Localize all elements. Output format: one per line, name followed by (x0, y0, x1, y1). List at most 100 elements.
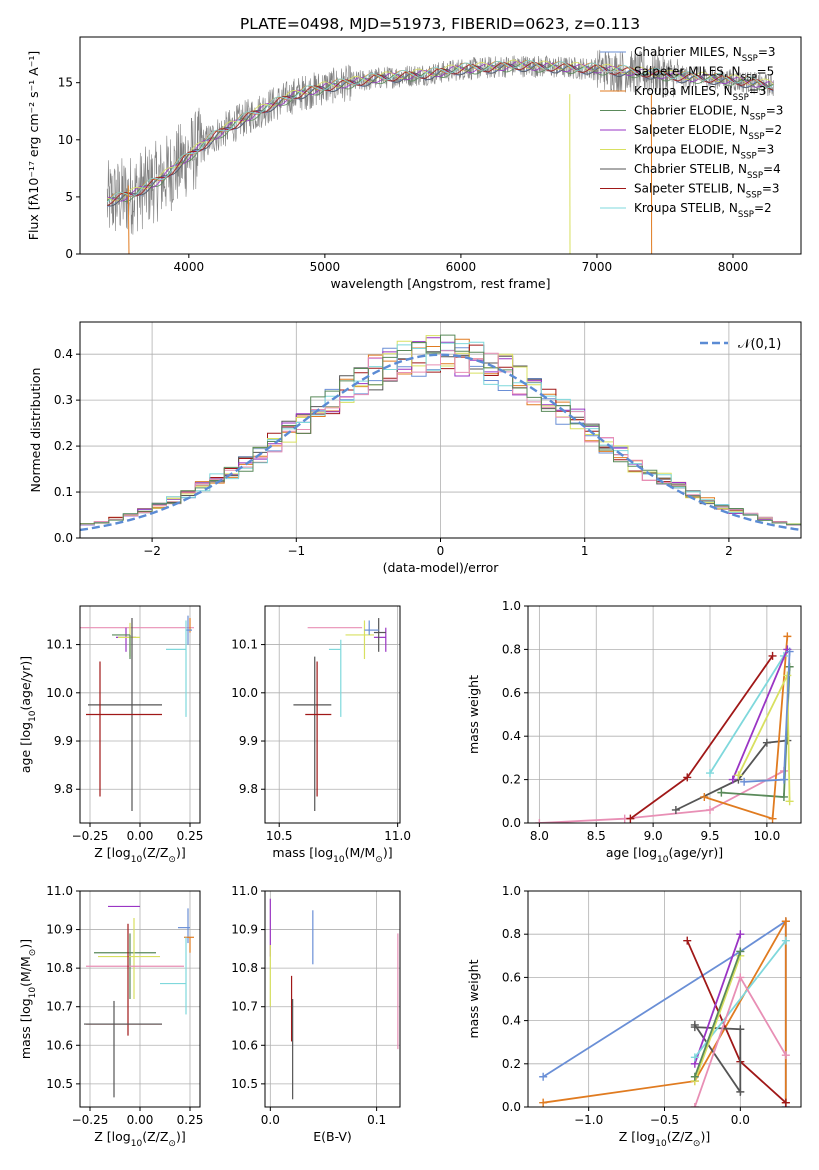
x-tick-label: −1.0 (574, 1113, 603, 1127)
mass-weight-marker (690, 1053, 699, 1062)
y-tick-label: 10.8 (231, 961, 258, 975)
x-tick-label: 0.1 (367, 1113, 386, 1127)
y-tick-label: 15 (58, 76, 73, 90)
errorbar-point (293, 656, 332, 811)
y-tick-label: 9.8 (239, 782, 258, 796)
x-axis-label: wavelength [Angstrom, rest frame] (330, 276, 550, 291)
mass-weight-marker (736, 947, 745, 956)
mass-weight-marker (706, 805, 714, 814)
mass-weight-line (693, 951, 742, 1078)
x-tick-label: 1 (581, 544, 589, 558)
panel-residuals: −2 −1 0 1 2 0.0 0.1 0.2 0.3 0.4 (data-model)/error… (28, 321, 802, 575)
x-tick-label: 0.00 (127, 1113, 154, 1127)
legend-entry: Chabrier MILES, NSSP=3 (634, 45, 776, 64)
legend-entry: 𝒩(0,1) (738, 337, 781, 352)
mass-weight-marker (539, 1098, 548, 1107)
x-tick-label: 8.5 (587, 829, 606, 843)
legend-entry: Salpeter MILES, NSSP=5 (634, 65, 774, 84)
panel-spectrum: 4000 5000 6000 7000 8000 0 5 10 15 wavelength [An… (26, 36, 802, 291)
panel-mass-vs-EBV: 0.0 0.1 10.5 10.6 10.7 10.8 10.9 11.0 E(B-V) (231, 884, 401, 1144)
x-axis-label: age [log10(age/yr)] (606, 845, 723, 865)
legend-entry: Salpeter STELIB, NSSP=3 (634, 182, 780, 201)
plot-area (535, 632, 794, 823)
plot-area (539, 917, 790, 1107)
mass-weight-marker (785, 647, 794, 656)
legend-entry: Salpeter ELODIE, NSSP=2 (634, 123, 782, 142)
errorbar-point (166, 620, 187, 717)
y-tick-label: 10.0 (231, 686, 258, 700)
errorbar-point (84, 1000, 162, 1098)
model-dropout (127, 185, 130, 254)
x-tick-label: 0.0 (261, 1113, 280, 1127)
spectrum-title: PLATE=0498, MJD=51973, FIBERID=0623, z=0… (240, 15, 640, 33)
x-tick-label: 0.0 (731, 1113, 750, 1127)
x-tick-label: 8.0 (530, 829, 549, 843)
y-tick-label: 11.0 (46, 884, 73, 898)
mass-weight-marker (671, 805, 680, 814)
mass-weight-marker (736, 973, 745, 982)
panel-mass-weight-vs-age: 8.0 8.5 9.0 9.5 10.0 0.0 0.2 0.4 0.6 0.8 1.0 age [l… (466, 599, 802, 865)
plot-frame (79, 321, 802, 539)
mass-weight-marker (768, 814, 777, 823)
mass-weight-marker (690, 1023, 699, 1032)
mass-weight-marker (706, 769, 714, 778)
y-axis-label: mass [log10(M/M⊙)] (18, 939, 38, 1059)
y-tick-label: 0.3 (54, 393, 73, 407)
y-tick-label: 9.8 (54, 782, 73, 796)
y-tick-label: 0.0 (502, 816, 521, 830)
mass-weight-marker (783, 671, 792, 680)
x-tick-label: 10.0 (754, 829, 781, 843)
x-tick-label: 7000 (582, 260, 613, 274)
model-spectrum-line (106, 60, 774, 203)
mass-weight-line (693, 933, 742, 1065)
legend-entry: Kroupa ELODIE, NSSP=3 (634, 143, 774, 162)
mass-weight-marker (762, 738, 771, 747)
residual-histogram (80, 341, 801, 526)
y-tick-label: 11.0 (231, 884, 258, 898)
mass-weight-marker (783, 632, 792, 641)
plot-area (106, 49, 774, 254)
y-tick-label: 1.0 (502, 884, 521, 898)
y-tick-label: 0.0 (502, 1100, 521, 1114)
mass-weight-marker (768, 651, 777, 660)
x-tick-label: 9.5 (700, 829, 719, 843)
y-tick-label: 0.8 (502, 927, 521, 941)
plot-area (269, 898, 399, 1100)
y-axis-label: Normed distribution (28, 368, 43, 493)
mass-weight-marker (717, 788, 726, 797)
y-tick-label: 0.1 (54, 485, 73, 499)
mass-weight-marker (683, 773, 692, 782)
x-tick-label: 0.00 (127, 829, 154, 843)
normal-reference-curve (80, 353, 801, 532)
y-tick-label: 10 (58, 133, 73, 147)
x-axis-label: mass [log10(M/M⊙)] (272, 845, 392, 865)
y-tick-label: 0.4 (502, 729, 521, 743)
panel-mass-vs-Z: −0.25 0.00 0.25 10.5 10.6 10.7 10.8 10.9 11.0 Z [… (18, 884, 203, 1149)
x-axis-label: (data-model)/error (383, 560, 500, 575)
y-tick-label: 0.2 (502, 1057, 521, 1071)
mass-weight-marker (734, 771, 743, 780)
y-tick-label: 1.0 (502, 599, 521, 613)
x-tick-label: −1 (287, 544, 305, 558)
mass-weight-line (731, 649, 789, 780)
y-tick-label: 9.9 (239, 734, 258, 748)
plot-frame (79, 605, 201, 824)
residual-histogram (80, 334, 801, 526)
y-tick-label: 0.8 (502, 642, 521, 656)
y-tick-label: 10.1 (231, 638, 258, 652)
plot-frame (79, 890, 201, 1108)
mass-weight-marker (781, 917, 790, 926)
x-tick-label: 0.25 (177, 1113, 204, 1127)
mass-weight-marker (736, 1025, 745, 1034)
errorbar-point (373, 627, 387, 652)
errorbar-point (160, 937, 187, 1015)
y-tick-label: 10.0 (46, 686, 73, 700)
mass-weight-marker (535, 819, 544, 823)
y-axis-label: mass weight (466, 959, 481, 1038)
mass-weight-marker (690, 1072, 699, 1081)
y-tick-label: 0.6 (502, 970, 521, 984)
mass-weight-marker (728, 775, 737, 784)
legend-entry: Chabrier STELIB, NSSP=4 (634, 162, 781, 181)
y-tick-label: 9.9 (54, 734, 73, 748)
x-tick-label: 6000 (446, 260, 477, 274)
